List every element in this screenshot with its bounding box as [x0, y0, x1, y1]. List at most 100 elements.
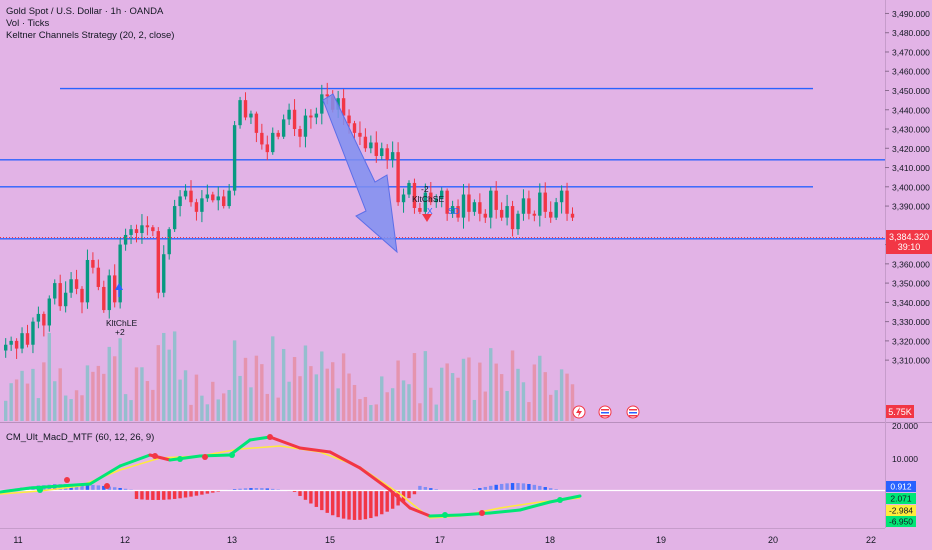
horizontal-levels — [0, 87, 885, 240]
macd-histogram-bar — [194, 490, 199, 496]
volume-indicator-title[interactable]: Vol · Ticks — [6, 18, 50, 29]
candle-body — [74, 279, 79, 289]
candle-body — [494, 190, 498, 210]
candle-body — [341, 98, 346, 116]
volume-bar — [336, 388, 340, 421]
symbol-title[interactable]: Gold Spot / U.S. Dollar · 1h · OANDA — [6, 6, 164, 17]
macd-histogram-bar — [96, 485, 101, 490]
candle-body — [549, 211, 553, 218]
candle-body — [281, 119, 286, 137]
macd-cross-dot — [267, 434, 273, 440]
macd-histogram-bar — [118, 487, 122, 490]
candle-body — [407, 182, 411, 195]
candle-body — [265, 144, 269, 153]
macd-histogram-bar — [499, 483, 504, 490]
volume-bar — [265, 393, 269, 421]
volume-bar — [352, 384, 357, 421]
volume-bar — [167, 349, 171, 421]
volume-bar — [565, 373, 569, 421]
candle-body — [358, 132, 362, 137]
event-icons[interactable] — [572, 405, 640, 419]
volume-bar — [222, 393, 226, 421]
volume-bar — [281, 348, 286, 421]
macd-line-segment — [548, 494, 582, 504]
macd-line-segment — [168, 454, 202, 462]
volume-bar — [74, 390, 79, 421]
macd-histogram-bar — [134, 490, 139, 499]
macd-histogram-bar — [178, 490, 182, 499]
volume-bar — [271, 336, 275, 421]
price-tick-label: 3,320.000 — [892, 336, 930, 346]
macd-histogram-bar — [510, 483, 515, 490]
candle-body — [559, 190, 564, 203]
macd-pane[interactable] — [0, 422, 885, 528]
macd-histogram-bar — [271, 488, 275, 490]
volume-bar — [461, 358, 466, 421]
macd-line — [0, 434, 582, 518]
price-tick-label: 3,400.000 — [892, 182, 930, 192]
macd-value-badge — [886, 481, 916, 492]
volume-bar — [298, 376, 302, 421]
price-axis[interactable]: 3,490.000 3,480.000 3,470.000 3,460.000 3,45… — [885, 9, 930, 366]
candle-body — [450, 206, 455, 214]
price-tick-label: 3,480.000 — [892, 28, 930, 38]
candles — [4, 82, 575, 359]
candle-body — [31, 321, 35, 345]
candle-body — [47, 298, 51, 326]
candle-body — [396, 152, 400, 203]
macd-line-segment — [58, 482, 92, 488]
price-tick-label: 3,490.000 — [892, 9, 930, 19]
volume-bar — [418, 403, 422, 421]
candle-body — [461, 194, 466, 218]
macd-tick-label: 20.000 — [892, 421, 918, 431]
candle-body — [418, 207, 422, 212]
volume-bar — [243, 357, 248, 421]
volume-bar — [189, 404, 193, 421]
candle-body — [401, 194, 406, 203]
volume-bar — [9, 383, 13, 421]
volume-bar — [412, 353, 417, 421]
macd-indicator-title[interactable]: CM_Ult_MacD_MTF (60, 12, 26, 9) — [6, 432, 154, 443]
volume-bar — [489, 348, 493, 421]
time-label: 22 — [866, 535, 876, 545]
candle-body — [472, 202, 477, 212]
drawn-arrow[interactable] — [322, 93, 398, 254]
time-axis[interactable] — [0, 528, 932, 550]
macd-axis[interactable]: 20.000 10.000 0.912 2.071 -2.984-6.950 — [886, 421, 918, 527]
candle-body — [456, 206, 460, 218]
candle-body — [543, 192, 547, 212]
macd-line-segment — [408, 506, 432, 518]
strategy-title[interactable]: Keltner Channels Strategy (20, 2, close) — [6, 30, 174, 41]
macd-line-segment — [388, 488, 412, 510]
macd-cross-dot — [64, 477, 70, 483]
volume-bar — [303, 345, 308, 421]
volume-bar — [309, 366, 313, 421]
candle-body — [390, 152, 395, 160]
volume-badge-text: 5.75K — [888, 407, 912, 417]
volume-bar — [374, 404, 378, 421]
volume-bar — [369, 405, 373, 421]
candle-body — [385, 148, 389, 160]
macd-line-segment — [298, 446, 332, 454]
macd-histogram-bar — [113, 487, 117, 490]
macd-histogram-bar — [423, 487, 428, 490]
macd-value-badge — [886, 516, 916, 527]
macd-histogram-bar — [102, 485, 106, 490]
volume-bar — [249, 387, 253, 421]
macd-cross-dot — [37, 487, 43, 493]
volume-bar — [232, 340, 237, 421]
macd-value-text: -6.950 — [889, 517, 913, 527]
price-pane[interactable] — [0, 0, 885, 422]
volume-bar — [151, 389, 155, 421]
macd-line-segment — [248, 435, 272, 442]
candle-body — [347, 115, 351, 124]
candle-body — [85, 259, 90, 303]
candle-body — [320, 94, 324, 114]
macd-histogram-bar — [189, 490, 193, 497]
macd-histogram-bar — [472, 489, 477, 491]
volume-bar — [407, 384, 411, 421]
macd-histogram-bar — [363, 490, 368, 520]
macd-histogram-bar — [412, 490, 417, 495]
